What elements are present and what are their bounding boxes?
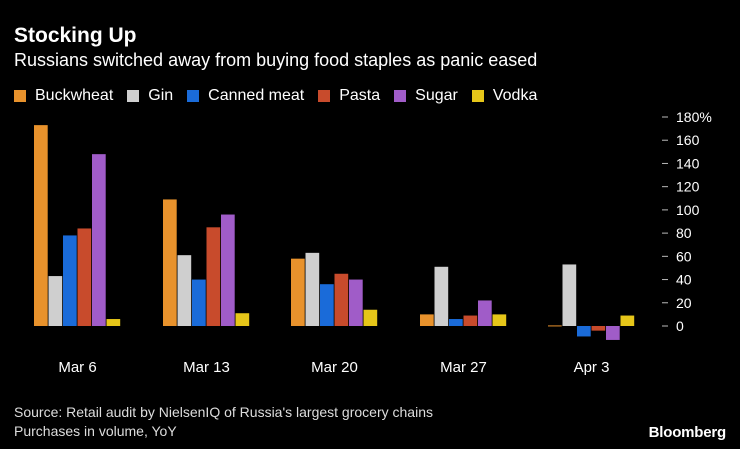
bar-sugar-apr-3 xyxy=(606,326,620,340)
bar-canned-meat-apr-3 xyxy=(577,326,591,337)
bar-sugar-mar-20 xyxy=(349,279,363,326)
bar-pasta-mar-20 xyxy=(334,273,349,326)
legend-label: Sugar xyxy=(415,87,458,104)
y-tick-label: 40 xyxy=(676,272,692,288)
y-tick-label: 0 xyxy=(676,318,684,334)
legend-item: Gin xyxy=(127,87,173,105)
legend: Buckwheat Gin Canned meat Pasta Sugar Vodka xyxy=(14,87,537,105)
y-tick-label: 160 xyxy=(676,132,700,148)
x-category-label: Apr 3 xyxy=(574,359,610,376)
y-tick-label: 180% xyxy=(676,109,712,125)
x-category-label: Mar 6 xyxy=(58,359,96,376)
legend-swatch xyxy=(471,90,484,102)
bar-canned-meat-mar-13 xyxy=(192,279,206,326)
legend-swatch xyxy=(187,90,200,102)
bar-canned-meat-mar-27 xyxy=(449,319,463,326)
bar-buckwheat-mar-20 xyxy=(291,258,305,326)
chart-title: Stocking Up xyxy=(14,24,137,47)
legend-swatch xyxy=(318,90,331,102)
legend-item: Canned meat xyxy=(187,87,304,105)
bar-canned-meat-mar-20 xyxy=(320,284,334,326)
chart-subtitle: Russians switched away from buying food … xyxy=(14,50,538,70)
legend-item: Pasta xyxy=(318,87,380,105)
legend-label: Buckwheat xyxy=(35,87,114,104)
bar-vodka-mar-27 xyxy=(492,314,507,326)
bar-pasta-apr-3 xyxy=(591,326,606,331)
source-note: Source: Retail audit by NielsenIQ of Rus… xyxy=(14,404,433,420)
y-tick-label: 120 xyxy=(676,179,700,195)
legend-swatch xyxy=(127,90,140,102)
bar-canned-meat-mar-6 xyxy=(63,235,77,326)
bar-buckwheat-apr-3 xyxy=(548,325,562,327)
bar-sugar-mar-6 xyxy=(92,154,106,326)
y-tick-label: 100 xyxy=(676,202,700,218)
bar-vodka-apr-3 xyxy=(620,315,635,326)
y-tick-label: 60 xyxy=(676,248,692,264)
bar-pasta-mar-27 xyxy=(463,315,478,326)
legend-label: Vodka xyxy=(492,87,538,104)
bar-buckwheat-mar-27 xyxy=(420,314,434,326)
y-tick-label: 80 xyxy=(676,225,692,241)
bar-vodka-mar-20 xyxy=(363,309,378,326)
legend-swatch xyxy=(14,90,26,102)
bloomberg-logo: Bloomberg xyxy=(648,424,727,441)
legend-item: Sugar xyxy=(394,87,458,105)
bar-buckwheat-mar-6 xyxy=(34,125,48,326)
x-category-label: Mar 13 xyxy=(183,359,230,376)
bar-gin-mar-6 xyxy=(48,276,63,326)
legend-item: Vodka xyxy=(471,87,538,105)
x-category-label: Mar 27 xyxy=(440,359,487,376)
legend-swatch xyxy=(394,90,407,102)
bar-pasta-mar-6 xyxy=(77,228,92,326)
units-note: Purchases in volume, YoY xyxy=(14,423,177,439)
bar-gin-mar-27 xyxy=(434,266,449,326)
y-tick-label: 140 xyxy=(676,155,700,171)
legend-label: Canned meat xyxy=(208,87,305,104)
y-tick-label: 20 xyxy=(676,295,692,311)
bar-vodka-mar-6 xyxy=(106,319,121,326)
legend-label: Gin xyxy=(148,87,174,104)
x-category-label: Mar 20 xyxy=(311,359,358,376)
bar-pasta-mar-13 xyxy=(206,227,221,326)
legend-label: Pasta xyxy=(339,87,381,104)
bar-gin-apr-3 xyxy=(562,264,577,326)
bar-sugar-mar-13 xyxy=(221,214,235,326)
bar-sugar-mar-27 xyxy=(478,300,492,326)
bar-buckwheat-mar-13 xyxy=(163,199,177,326)
bar-vodka-mar-13 xyxy=(235,313,250,326)
bar-gin-mar-20 xyxy=(305,252,320,326)
legend-item: Buckwheat xyxy=(14,87,113,105)
bar-gin-mar-13 xyxy=(177,255,192,326)
